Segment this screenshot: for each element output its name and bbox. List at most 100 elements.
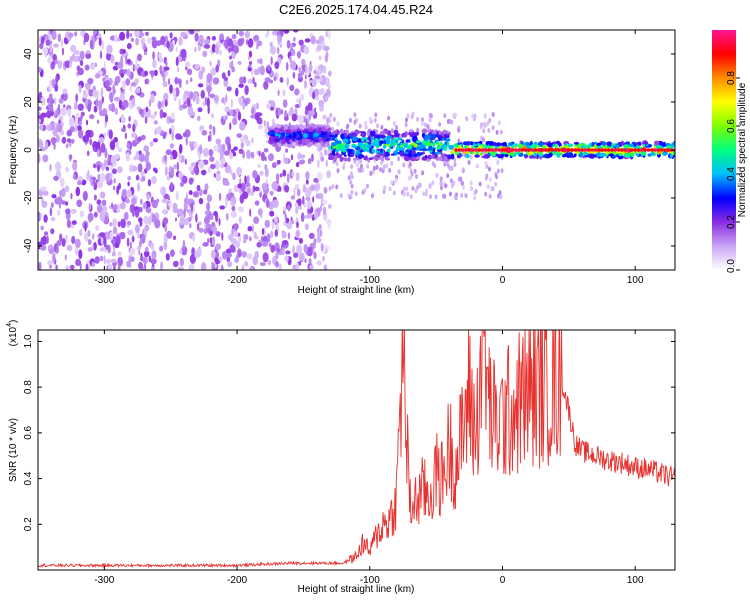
heatmap-cell bbox=[215, 138, 222, 145]
heatmap-cell bbox=[110, 102, 116, 113]
heatmap-cell bbox=[213, 145, 219, 152]
heatmap-cell bbox=[447, 154, 452, 160]
heatmap-cell bbox=[635, 153, 640, 157]
heatmap-cell bbox=[77, 67, 84, 76]
heatmap-cell bbox=[134, 78, 139, 85]
heatmap-cell bbox=[143, 215, 150, 225]
heatmap-cell bbox=[207, 237, 210, 245]
heatmap-cell bbox=[79, 120, 83, 126]
heatmap-cell bbox=[149, 141, 154, 147]
heatmap-cell bbox=[134, 64, 139, 71]
heatmap-cell bbox=[488, 118, 492, 123]
heatmap-cell bbox=[186, 97, 191, 107]
heatmap-cell bbox=[114, 242, 120, 249]
heatmap-cell bbox=[165, 149, 172, 156]
heatmap-cell bbox=[75, 186, 81, 197]
heatmap-cell bbox=[153, 69, 158, 77]
heatmap-cell bbox=[304, 223, 309, 231]
heatmap-cell bbox=[162, 81, 168, 88]
heatmap-cell bbox=[145, 150, 150, 157]
heatmap-cell bbox=[318, 64, 324, 70]
heatmap-cell bbox=[603, 148, 608, 152]
heatmap-cell bbox=[431, 180, 435, 186]
heatmap-cell bbox=[247, 78, 253, 84]
heatmap-cell bbox=[525, 141, 530, 146]
heatmap-cell bbox=[195, 95, 200, 105]
heatmap-cell bbox=[406, 113, 410, 119]
heatmap-cell bbox=[415, 174, 418, 179]
heatmap-cell bbox=[97, 173, 101, 181]
heatmap-cell bbox=[246, 149, 251, 160]
heatmap-cell bbox=[298, 39, 304, 46]
snr-x-axis-label: Height of straight line (km) bbox=[298, 584, 415, 595]
heatmap-cell bbox=[318, 128, 322, 132]
heatmap-cell bbox=[590, 148, 594, 152]
colorbar-ticks: 0.0 0.2 0.4 0.6 0.8 bbox=[726, 71, 740, 273]
heatmap-cell bbox=[264, 219, 270, 228]
heatmap-cell bbox=[327, 30, 331, 40]
heatmap-cell bbox=[193, 46, 197, 53]
snr-panel: -300 -200 -100 0 100 0.2 0.4 0.6 0.8 1.0 Height … bbox=[6, 320, 676, 595]
heatmap-cell bbox=[537, 145, 541, 148]
heatmap-cell bbox=[269, 106, 275, 111]
heatmap-cell bbox=[474, 154, 480, 158]
heatmap-cell bbox=[188, 177, 194, 185]
heatmap-cell bbox=[295, 206, 299, 215]
heatmap-cell bbox=[457, 138, 461, 144]
heatmap-cell bbox=[274, 141, 278, 144]
heatmap-cell bbox=[444, 183, 448, 189]
heatmap-cell bbox=[76, 199, 83, 208]
heatmap-cell bbox=[368, 116, 372, 122]
heatmap-cell bbox=[237, 61, 242, 65]
heatmap-cell bbox=[204, 39, 211, 45]
heatmap-cell bbox=[450, 119, 454, 125]
heatmap-cell bbox=[637, 141, 642, 146]
heatmap-cell bbox=[131, 235, 135, 243]
heatmap-cell bbox=[93, 30, 97, 35]
heatmap-cell bbox=[481, 137, 485, 143]
heatmap-cell bbox=[163, 92, 169, 102]
heatmap-cell bbox=[345, 143, 348, 149]
heatmap-cell bbox=[72, 174, 76, 180]
heatmap-cell bbox=[163, 240, 168, 251]
heatmap-cell bbox=[457, 148, 462, 152]
heatmap-cell bbox=[270, 230, 274, 239]
heatmap-cell bbox=[573, 153, 577, 158]
heatmap-cell bbox=[202, 147, 210, 157]
colorbar: 0.0 0.2 0.4 0.6 0.8 Normalized spectral ampl… bbox=[712, 30, 748, 273]
heatmap-cell bbox=[390, 160, 394, 166]
heatmap-cell bbox=[121, 188, 128, 199]
heatmap-cell bbox=[596, 145, 603, 149]
heatmap-cell bbox=[324, 53, 328, 63]
heatmap-cell bbox=[154, 168, 158, 174]
heatmap-cell bbox=[557, 148, 561, 152]
heatmap-cell bbox=[465, 116, 469, 122]
heatmap-cell bbox=[316, 171, 323, 182]
heatmap-cell bbox=[467, 140, 470, 146]
heatmap-cell bbox=[415, 140, 421, 144]
heatmap-cell bbox=[544, 153, 548, 159]
heatmap-cell bbox=[178, 171, 183, 178]
heatmap-cell bbox=[50, 216, 56, 222]
heatmap-cell bbox=[482, 121, 486, 127]
y-tick-label: 0.4 bbox=[23, 471, 34, 485]
heatmap-cell bbox=[302, 185, 307, 193]
heatmap-cell bbox=[503, 141, 507, 147]
heatmap-cell bbox=[563, 148, 568, 152]
heatmap-cell bbox=[397, 137, 402, 141]
heatmap-cell bbox=[109, 222, 113, 227]
heatmap-cell bbox=[426, 124, 430, 130]
heatmap-cell bbox=[210, 249, 216, 259]
heatmap-cell bbox=[110, 54, 115, 64]
heatmap-cell bbox=[540, 148, 545, 152]
heatmap-cell bbox=[347, 157, 351, 162]
heatmap-cell bbox=[375, 150, 379, 154]
heatmap-cell bbox=[371, 169, 375, 175]
heatmap-cell bbox=[112, 226, 118, 235]
heatmap-cell bbox=[126, 143, 131, 149]
heatmap-cell bbox=[388, 167, 392, 173]
heatmap-cell bbox=[75, 124, 78, 133]
heatmap-cell bbox=[379, 140, 384, 144]
heatmap-cell bbox=[314, 211, 318, 220]
heatmap-cell bbox=[390, 146, 394, 149]
